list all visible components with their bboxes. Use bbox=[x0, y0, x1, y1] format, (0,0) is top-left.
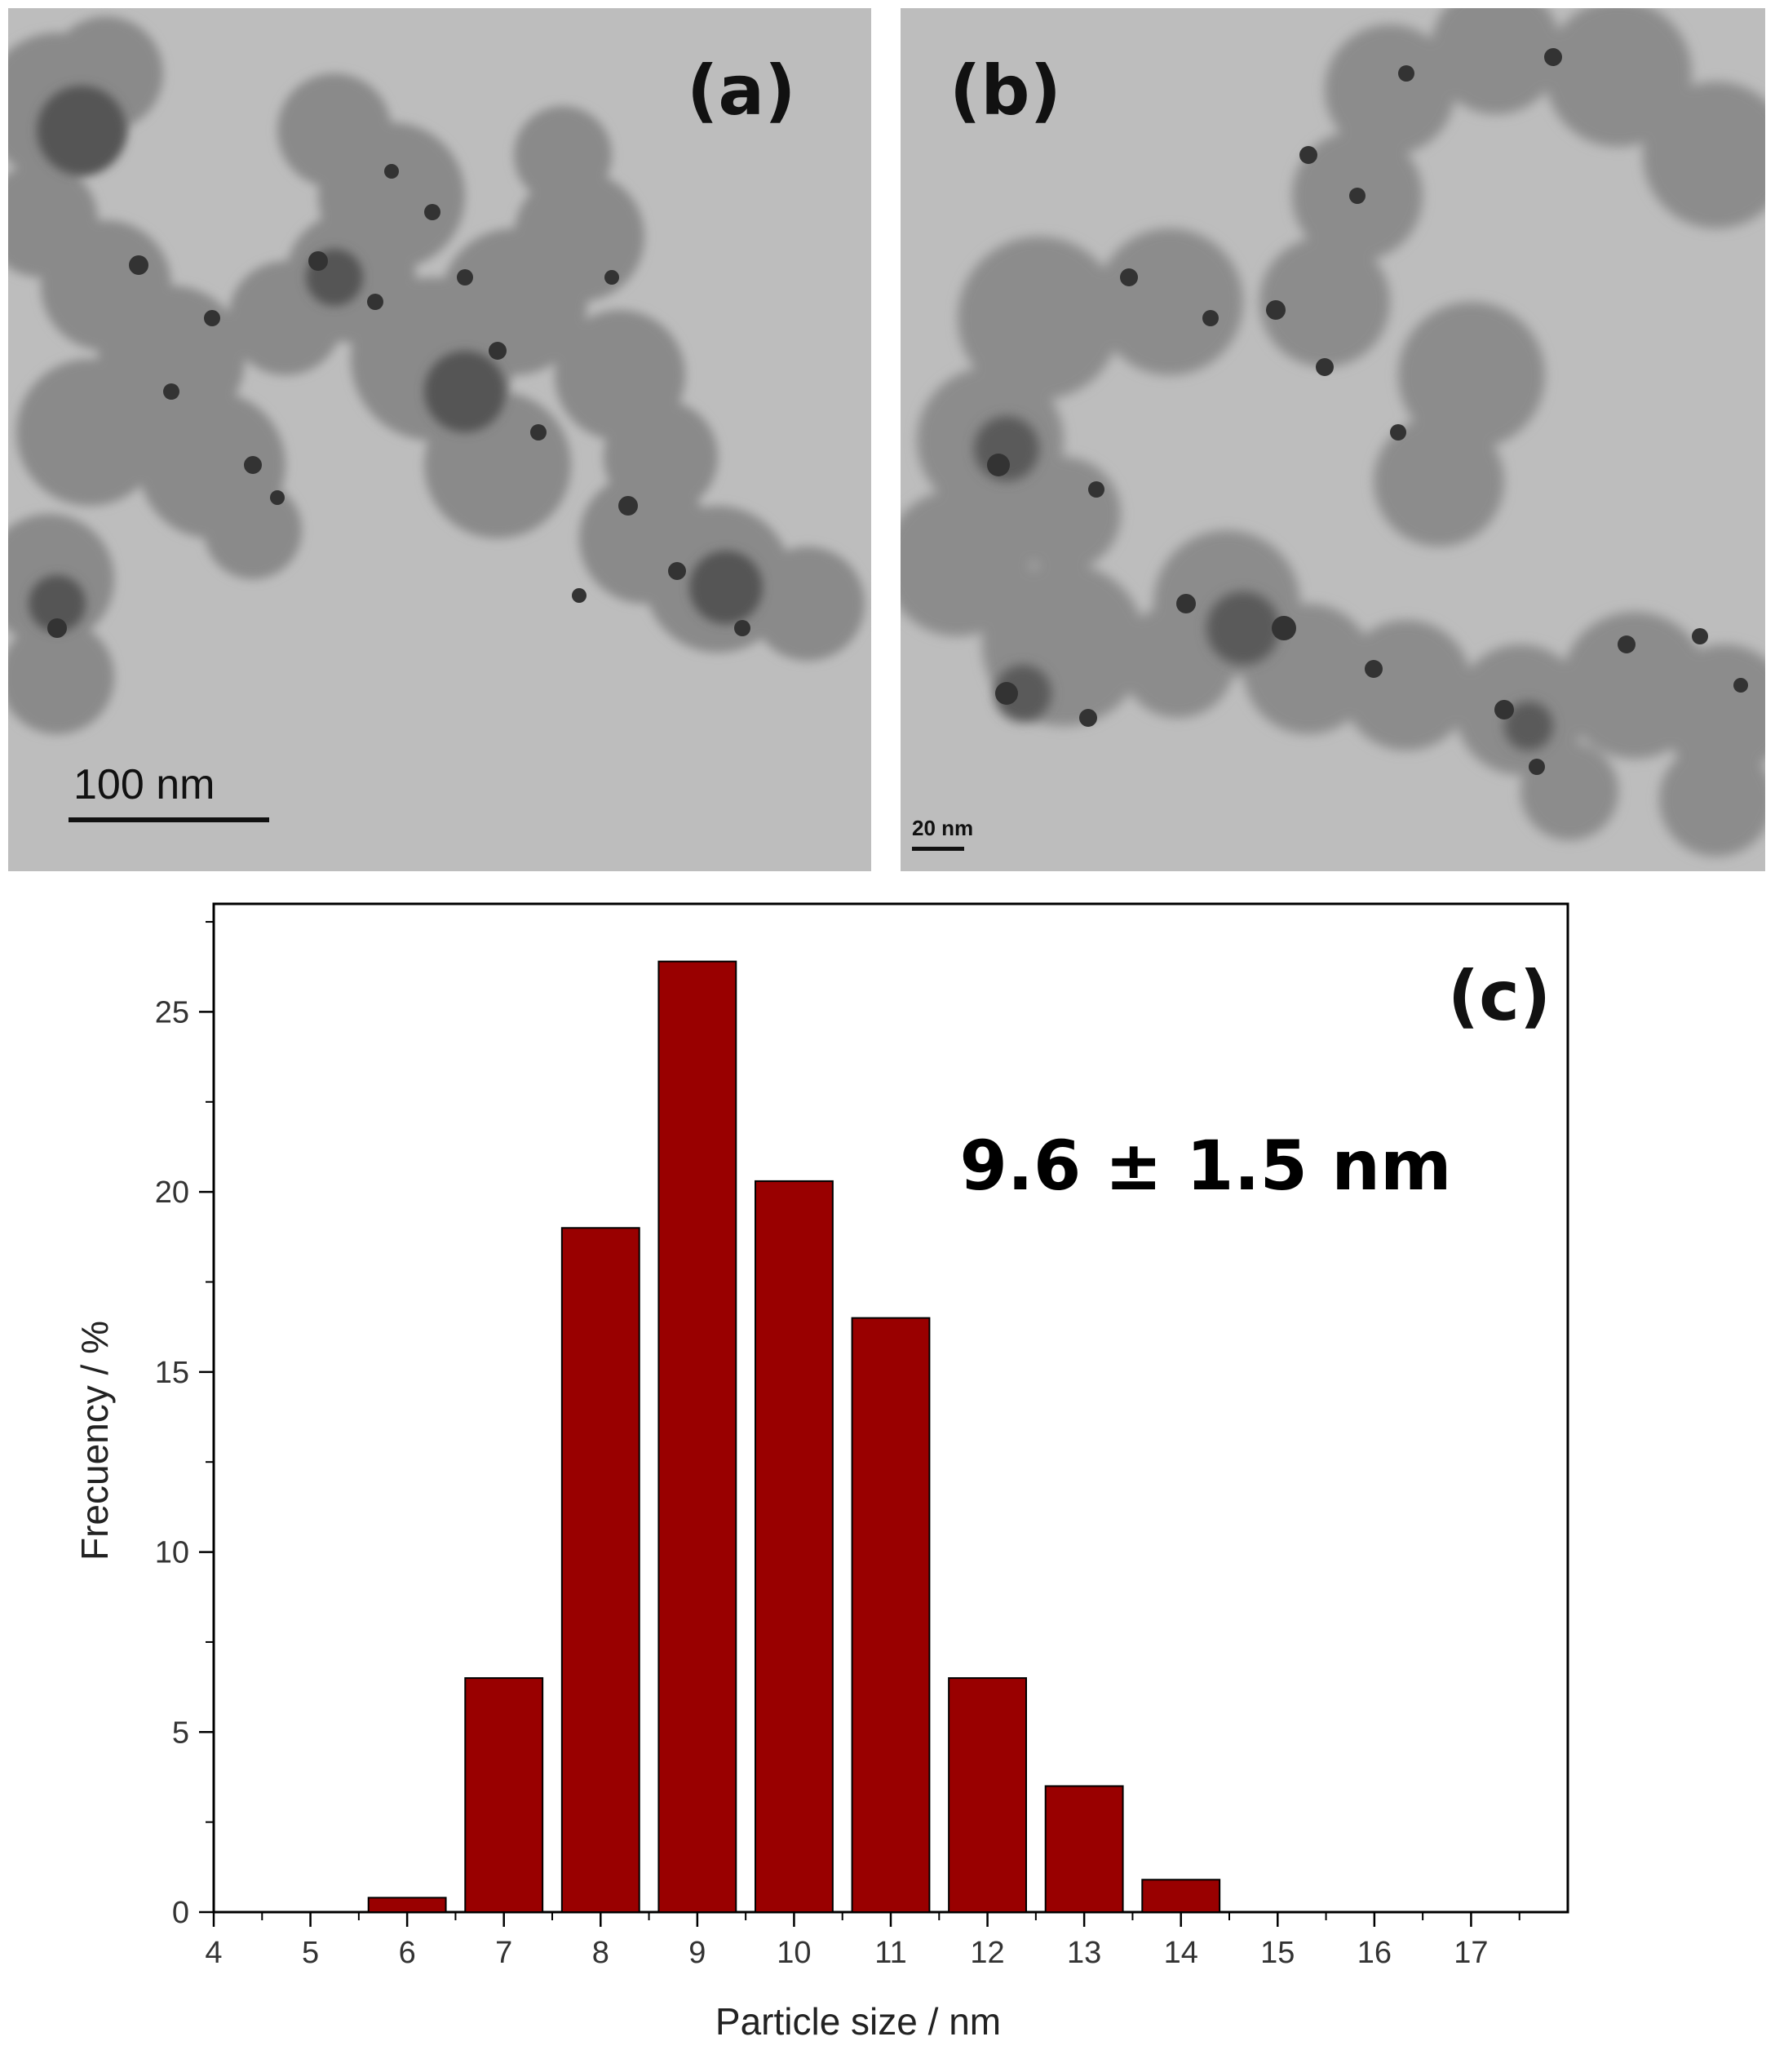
histogram-bar bbox=[657, 960, 737, 1914]
scale-line-b bbox=[912, 847, 964, 851]
x-tick-label: 7 bbox=[495, 1936, 512, 1970]
scale-label-a: 100 nm bbox=[73, 761, 215, 808]
y-tick-label: 20 bbox=[155, 1175, 189, 1210]
y-tick-label: 25 bbox=[155, 995, 189, 1029]
x-tick-label: 17 bbox=[1454, 1936, 1488, 1970]
x-tick-label: 8 bbox=[592, 1936, 609, 1970]
panel-label-b: (b) bbox=[949, 51, 1061, 131]
x-tick-label: 10 bbox=[777, 1936, 811, 1970]
tem-texture-b bbox=[901, 8, 1765, 871]
mean-size-annotation: 9.6 ± 1.5 nm bbox=[959, 1126, 1451, 1206]
x-tick-label: 11 bbox=[874, 1936, 906, 1970]
y-tick-label: 15 bbox=[155, 1356, 189, 1390]
histogram-svg: 4 5 6 7 8 9 10 11 12 13 14 15 16 17 0 5 10 15 20 25 Particle… bbox=[73, 902, 1569, 2043]
tem-image-a: (a) 100 nm bbox=[8, 8, 871, 871]
tem-texture-a bbox=[8, 8, 871, 871]
scale-bar-a: 100 nm bbox=[62, 757, 282, 822]
x-tick-label: 6 bbox=[399, 1936, 416, 1970]
histogram-bar bbox=[367, 1897, 447, 1914]
histogram-bar bbox=[560, 1227, 640, 1913]
x-tick-label: 12 bbox=[970, 1936, 1004, 1970]
x-tick-label: 16 bbox=[1357, 1936, 1392, 1970]
panel-label-c: (c) bbox=[1448, 956, 1551, 1036]
histogram-bar bbox=[1141, 1879, 1221, 1914]
histogram-bar bbox=[1044, 1785, 1124, 1913]
histogram-bar bbox=[948, 1677, 1027, 1913]
histogram-bar bbox=[755, 1180, 834, 1913]
histogram-bar bbox=[464, 1677, 544, 1913]
x-axis-label: Particle size / nm bbox=[715, 2000, 1001, 2043]
panel-label-a: (a) bbox=[687, 51, 796, 131]
histogram-chart: 4 5 6 7 8 9 10 11 12 13 14 15 16 17 0 5 10 15 20 25 Particle… bbox=[0, 881, 1775, 2068]
x-tick-label: 13 bbox=[1067, 1936, 1101, 1970]
tem-image-b: (b) 20 nm bbox=[901, 8, 1765, 871]
y-tick-label: 10 bbox=[155, 1536, 189, 1570]
scale-bar-b: 20 nm bbox=[912, 816, 1010, 865]
histogram-bar bbox=[851, 1317, 931, 1913]
scale-label-b: 20 nm bbox=[912, 816, 974, 840]
x-tick-label: 4 bbox=[205, 1936, 222, 1970]
y-axis-label: Frecuency / % bbox=[73, 1321, 116, 1561]
x-tick-label: 15 bbox=[1260, 1936, 1295, 1970]
y-tick-label: 0 bbox=[172, 1896, 189, 1930]
x-tick-label: 14 bbox=[1164, 1936, 1198, 1970]
x-tick-label: 9 bbox=[688, 1936, 706, 1970]
y-tick-label: 5 bbox=[172, 1716, 189, 1750]
scale-line-a bbox=[69, 817, 269, 822]
x-tick-label: 5 bbox=[302, 1936, 319, 1970]
